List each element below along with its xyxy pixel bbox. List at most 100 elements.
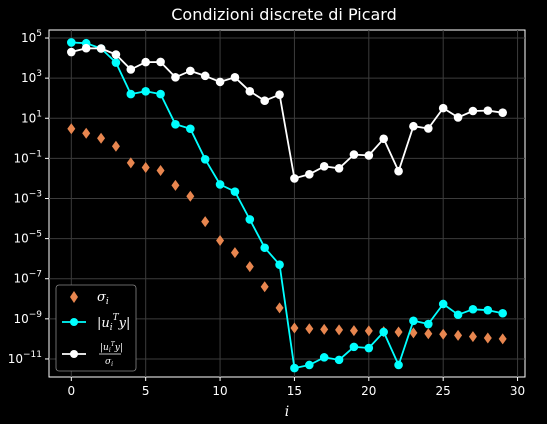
sigma-point [67, 123, 76, 135]
ratio-point [215, 77, 225, 87]
ratio-point [260, 96, 269, 106]
ratio-point [468, 106, 478, 116]
axis-ticks: 0 5 10 15 20 25 30 105 103 101 10−1 10−3 10−5 10−7 10−… [8, 29, 525, 398]
projection-point [67, 38, 76, 47]
sigma-point [156, 164, 165, 176]
sigma-point [275, 302, 284, 314]
projection-point [245, 215, 255, 224]
legend-entry-ratio: |uiTy| σi [62, 341, 123, 368]
ratio-point [171, 73, 180, 82]
sigma-point [111, 140, 120, 152]
legend-label-projection: |uiTy| [97, 313, 130, 333]
projection-point [275, 260, 284, 269]
x-tick-label: 15 [287, 384, 302, 398]
legend-diamond-marker [70, 291, 78, 303]
x-tick-label: 25 [436, 384, 451, 398]
projection-point [111, 58, 121, 67]
projection-point [290, 363, 299, 373]
sigma-point [201, 216, 210, 228]
sigma-point [498, 333, 507, 345]
legend-entry-projection: |uiTy| [62, 313, 130, 333]
x-tick-label: 30 [510, 384, 525, 398]
sigma-point [364, 325, 373, 337]
projection-point [230, 187, 240, 196]
projection-point [156, 89, 165, 99]
projection-point [319, 353, 329, 362]
sigma-point [171, 179, 180, 191]
x-axis-label: i [285, 404, 289, 420]
ratio-point [305, 170, 314, 179]
projection-point [438, 299, 448, 309]
ratio-point [67, 47, 76, 57]
sigma-point [483, 332, 492, 344]
sigma-point [454, 329, 463, 341]
ratio-point [200, 71, 210, 81]
series-group [67, 43, 507, 183]
sigma-point [394, 326, 403, 338]
series-group [67, 123, 507, 345]
ratio-point [438, 103, 448, 113]
sigma-point [186, 190, 195, 202]
ratio-point [290, 174, 299, 183]
projection-point [468, 304, 478, 314]
projection-point [483, 305, 493, 315]
legend-cyan-marker [70, 318, 78, 326]
sigma-point [260, 281, 269, 293]
legend-ratio-denominator: σi [105, 357, 113, 368]
projection-point [260, 243, 269, 253]
ratio-point [186, 66, 195, 76]
ratio-point [81, 43, 91, 53]
legend: σi |uiTy| |uiTy| σi [55, 284, 137, 372]
projection-point [424, 319, 433, 329]
y-tick-label: 10−3 [13, 189, 42, 205]
projection-point [215, 180, 225, 189]
projection-point [141, 87, 150, 96]
projection-point [305, 360, 314, 370]
projection-point [334, 355, 344, 365]
sigma-point [424, 328, 433, 340]
sigma-point [230, 247, 239, 259]
sigma-point [290, 322, 299, 334]
legend-white-marker [70, 350, 78, 358]
sigma-point [245, 261, 254, 273]
sigma-point [216, 235, 225, 247]
ratio-point [319, 162, 329, 171]
ratio-point [424, 124, 433, 133]
y-tick-label: 10−9 [13, 310, 42, 326]
y-tick-label: 105 [21, 29, 42, 45]
ratio-point [156, 57, 165, 67]
sigma-point [82, 127, 91, 139]
projection-point [200, 154, 210, 164]
y-tick-label: 10−7 [13, 270, 42, 286]
ratio-point [245, 87, 255, 96]
projection-point [394, 360, 403, 370]
ratio-point [379, 134, 388, 144]
y-tick-label: 10−11 [8, 350, 42, 366]
sigma-point [349, 325, 358, 337]
sigma-point [141, 162, 150, 174]
ratio-point [349, 150, 359, 159]
legend-entry-sigma: σi [70, 290, 109, 307]
ratio-point [334, 163, 344, 173]
ratio-point [364, 151, 374, 160]
ratio-point [141, 57, 150, 67]
ratio-point [275, 90, 284, 99]
sigma-point [335, 324, 344, 336]
y-tick-label: 101 [21, 109, 42, 125]
legend-label-sigma: σi [97, 290, 109, 307]
ratio-point [126, 65, 136, 74]
projection-point [364, 343, 374, 353]
sigma-point [320, 323, 329, 335]
projection-point [186, 124, 195, 134]
legend-ratio-numerator: |uiTy| [100, 341, 123, 354]
ratio-point [498, 108, 507, 117]
x-tick-label: 20 [361, 384, 376, 398]
projection-point [453, 310, 463, 320]
sigma-point [305, 323, 314, 335]
y-tick-label: 10−1 [13, 149, 42, 165]
projection-point [126, 89, 136, 99]
sigma-point [126, 157, 135, 169]
x-tick-label: 0 [67, 384, 75, 398]
legend-box [55, 284, 137, 372]
